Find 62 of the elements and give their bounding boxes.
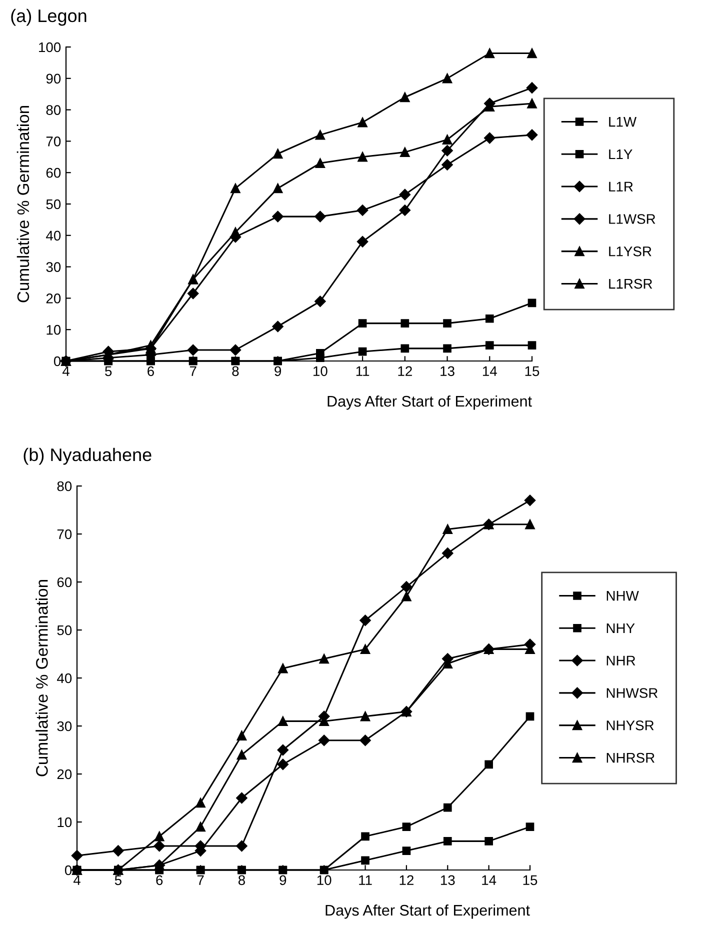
y-tick-label: 30 (57, 721, 72, 732)
y-tick-label: 50 (57, 625, 72, 636)
x-tick-label: 12 (398, 366, 412, 376)
x-tick-label: 9 (280, 875, 286, 886)
x-tick-label: 7 (190, 366, 196, 376)
legend-label: NHRSR (606, 752, 654, 763)
x-tick-label: 11 (356, 366, 370, 376)
x-axis-title: Days After Start of Experiment (328, 395, 532, 410)
y-tick-label: 10 (58, 817, 72, 828)
legend-label: NHR (606, 656, 636, 666)
y-tick-label: 20 (57, 769, 72, 780)
y-tick-label: 60 (46, 168, 61, 178)
x-tick-label: 5 (105, 366, 112, 376)
y-axis-title: Cumulative % Germination (36, 580, 48, 776)
y-tick-label: 70 (46, 136, 61, 146)
y-tick-label: 60 (57, 577, 72, 588)
chart-title: (b) Nyaduahene (24, 448, 152, 465)
legend-label: NHWSR (606, 688, 658, 698)
y-tick-label: 0 (54, 356, 61, 366)
x-tick-label: 11 (359, 875, 372, 885)
x-tick-label: 10 (314, 366, 328, 376)
y-tick-label: 10 (46, 324, 61, 335)
y-tick-label: 100 (39, 42, 61, 52)
x-tick-label: 12 (400, 875, 414, 885)
x-tick-label: 6 (156, 875, 163, 886)
y-axis-title: Cumulative % Germination (16, 106, 30, 302)
chart-title: (a) Legon (11, 8, 86, 26)
x-tick-label: 9 (274, 366, 282, 376)
x-tick-label: 13 (440, 366, 454, 376)
y-tick-label: 40 (46, 230, 61, 241)
y-tick-label: 30 (46, 262, 61, 272)
x-tick-label: 8 (238, 875, 245, 886)
x-tick-label: 7 (197, 875, 204, 885)
legend-label: L1RSR (609, 278, 652, 289)
legend-label: L1Y (609, 149, 632, 160)
x-tick-label: 13 (440, 875, 455, 886)
x-tick-label: 15 (523, 875, 538, 886)
y-tick-label: 0 (64, 865, 72, 876)
x-tick-label: 4 (73, 875, 80, 885)
legend-label: NHY (606, 623, 635, 634)
y-tick-label: 80 (46, 105, 61, 115)
y-tick-label: 20 (46, 294, 61, 304)
y-tick-label: 50 (46, 199, 61, 210)
x-tick-label: 6 (148, 366, 154, 376)
y-tick-label: 90 (46, 74, 61, 84)
x-axis-title: Days After Start of Experiment (326, 904, 530, 919)
x-tick-label: 5 (114, 875, 122, 886)
legend-label: L1R (609, 182, 633, 192)
x-tick-label: 14 (482, 875, 496, 885)
legend-label: L1W (609, 117, 636, 127)
y-tick-label: 40 (57, 673, 72, 684)
x-tick-label: 4 (62, 366, 70, 376)
legend-label: L1WSR (609, 214, 656, 224)
x-tick-label: 14 (482, 366, 497, 376)
legend-label: NHW (606, 591, 639, 601)
x-tick-label: 10 (317, 875, 332, 886)
legend-label: L1YSR (609, 246, 652, 256)
x-tick-label: 15 (525, 366, 540, 376)
x-tick-label: 8 (232, 366, 239, 376)
legend-label: NHYSR (606, 720, 654, 730)
y-tick-label: 80 (57, 481, 72, 492)
y-tick-label: 70 (57, 529, 72, 540)
